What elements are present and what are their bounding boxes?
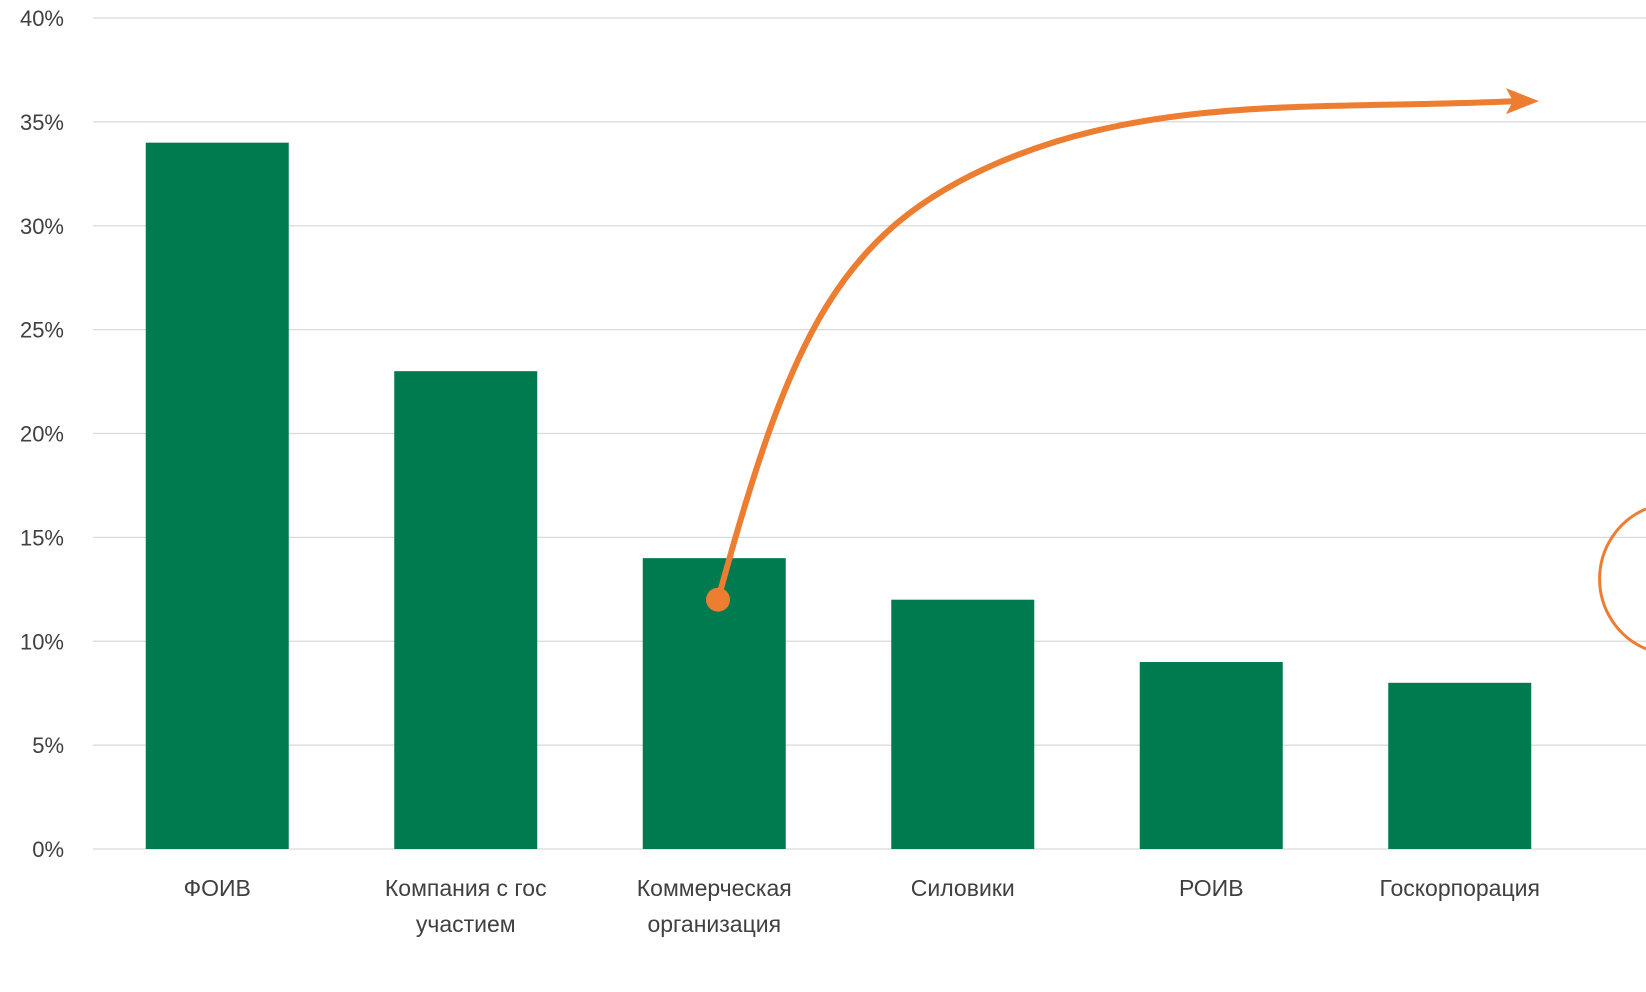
bar xyxy=(145,142,289,849)
x-axis-tick-labels: ФОИВ Компания с гос участием Коммерческая ор… xyxy=(184,875,1540,937)
bar xyxy=(1388,682,1532,849)
annotation-circle xyxy=(1598,507,1646,651)
annotations xyxy=(706,88,1646,651)
y-tick-label: 15% xyxy=(20,525,64,550)
x-tick-label: Госкорпорация xyxy=(1380,875,1540,901)
bars xyxy=(145,142,1532,849)
y-tick-label: 10% xyxy=(20,629,64,654)
x-tick-label: ФОИВ xyxy=(184,875,251,901)
bar xyxy=(1139,662,1283,849)
x-tick-label: РОИВ xyxy=(1179,875,1244,901)
y-axis-tick-labels: 0% 5% 10% 15% 20% 25% 30% 35% 40% xyxy=(20,6,64,862)
y-tick-label: 35% xyxy=(20,110,64,135)
x-tick-label: Силовики xyxy=(911,875,1015,901)
y-tick-label: 0% xyxy=(32,837,64,862)
annotation-arrowhead xyxy=(1506,88,1539,115)
y-tick-label: 30% xyxy=(20,214,64,239)
x-tick-label: Компания с гос xyxy=(385,875,547,901)
y-tick-label: 25% xyxy=(20,318,64,343)
annotation-dot xyxy=(706,587,730,612)
bar xyxy=(394,371,538,849)
x-tick-label: участием xyxy=(416,911,516,937)
gridlines xyxy=(93,17,1646,850)
y-tick-label: 5% xyxy=(32,733,64,758)
x-tick-label: Коммерческая xyxy=(637,875,792,901)
x-tick-label: организация xyxy=(647,911,781,937)
bar xyxy=(891,599,1035,849)
annotation-curve xyxy=(715,98,1518,603)
y-tick-label: 20% xyxy=(20,422,64,447)
y-tick-label: 40% xyxy=(20,6,64,31)
